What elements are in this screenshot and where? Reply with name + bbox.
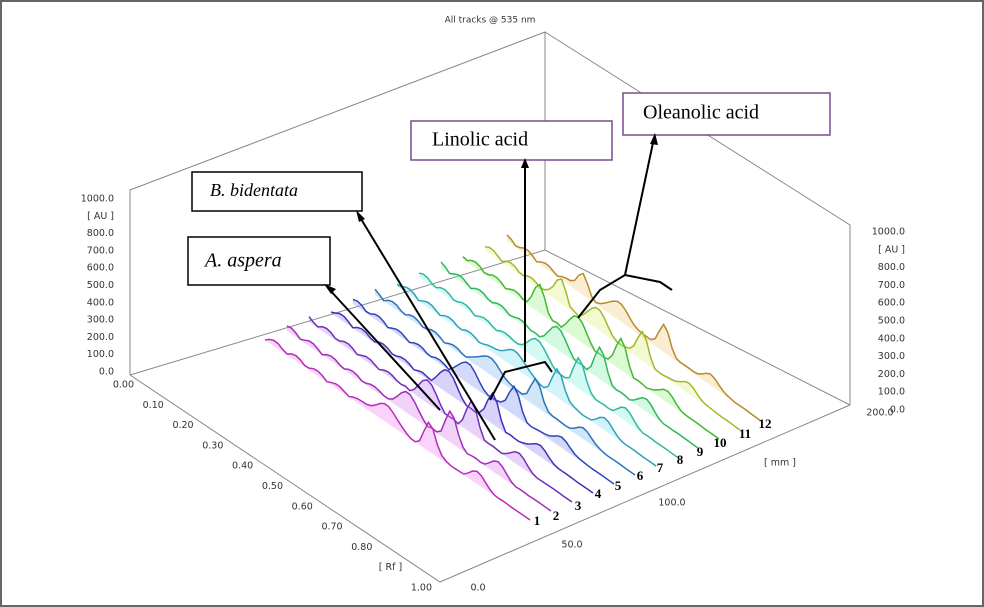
y-tick-label: 500.0 [878, 316, 905, 327]
track-number: 12 [759, 416, 772, 431]
rf-tick-label: 0.70 [321, 522, 342, 533]
trace [484, 245, 741, 431]
annotation: A. aspera [203, 250, 282, 272]
y-tick-label: 800.0 [87, 228, 114, 239]
rf-tick-label: 0.30 [202, 440, 223, 451]
trace [506, 234, 762, 422]
track-number: 6 [637, 468, 644, 483]
y-tick-label: 300.0 [878, 351, 905, 362]
mm-tick-label: 50.0 [561, 540, 582, 551]
trace [462, 255, 720, 440]
trace-fill [507, 235, 761, 421]
trace-fill [441, 262, 698, 448]
trace [286, 325, 552, 512]
track-number: 8 [677, 452, 684, 467]
trace [352, 298, 615, 485]
y-tick-label: 100.0 [878, 387, 905, 398]
track-number: 7 [657, 460, 664, 475]
y-tick-label: 1000.0 [872, 227, 905, 238]
rf-tick-label: 0.00 [113, 380, 134, 391]
trace-fill [265, 339, 530, 520]
rf-tick-label: 0.40 [232, 461, 253, 472]
y-tick-label: 600.0 [87, 263, 114, 274]
rf-tick-label: 0.80 [351, 542, 372, 553]
y-tick-label: 800.0 [878, 262, 905, 273]
track-number: 9 [697, 444, 704, 459]
y-tick-label: 300.0 [87, 315, 114, 326]
mm-tick-label: 0.0 [470, 583, 485, 594]
mm-tick-label: 200.0 [866, 408, 893, 419]
annotation: B. bidentata [210, 180, 298, 200]
rf-tick-label: 0.50 [262, 481, 283, 492]
annotation: Oleanolic acid [643, 102, 759, 124]
track-number: 5 [615, 478, 622, 493]
y-tick-label: 0.0 [99, 367, 114, 378]
trace [440, 261, 699, 449]
trace-fill [353, 299, 614, 484]
y-tick-label: 100.0 [87, 349, 114, 360]
mm-tick-label: [ mm ] [764, 458, 796, 469]
track-number: 3 [575, 498, 582, 513]
track-number: 11 [739, 426, 751, 441]
rf-tick-label: 0.60 [292, 501, 313, 512]
track-number: 2 [553, 508, 560, 523]
y-tick-label: 700.0 [87, 245, 114, 256]
rf-tick-label: 0.10 [143, 400, 164, 411]
y-tick-label: 600.0 [878, 298, 905, 309]
traces [264, 234, 762, 521]
annotation: Linolic acid [432, 129, 528, 151]
rf-tick-label: 0.20 [172, 420, 193, 431]
y-tick-label: 400.0 [87, 297, 114, 308]
y-tick-label: 400.0 [878, 333, 905, 344]
trace [308, 316, 573, 503]
track-number: 4 [595, 486, 602, 501]
y-tick-label: 500.0 [87, 280, 114, 291]
chart-title: All tracks @ 535 nm [445, 16, 536, 26]
trace-fill [485, 246, 740, 430]
y-tick-label: 700.0 [878, 280, 905, 291]
trace [418, 272, 678, 458]
track-number: 1 [534, 513, 541, 528]
trace [330, 311, 594, 494]
y-tick-label: 200.0 [878, 369, 905, 380]
track-number: 10 [714, 435, 727, 450]
y-tick-label: 200.0 [87, 332, 114, 343]
y-tick-label: [ AU ] [87, 211, 114, 222]
rf-tick-label: [ Rf ] [379, 562, 402, 573]
trace [374, 288, 636, 476]
trace [264, 338, 531, 521]
y-tick-label: 0.0 [890, 405, 905, 416]
trace-fill [331, 312, 593, 493]
rf-tick-label: 1.00 [411, 583, 432, 594]
mm-tick-label: 100.0 [658, 498, 685, 509]
annotations: A. aspera B. bidentata Linolic acid Olea… [187, 92, 831, 441]
y-tick-label: [ AU ] [878, 244, 905, 255]
y-tick-label: 1000.0 [81, 194, 114, 205]
